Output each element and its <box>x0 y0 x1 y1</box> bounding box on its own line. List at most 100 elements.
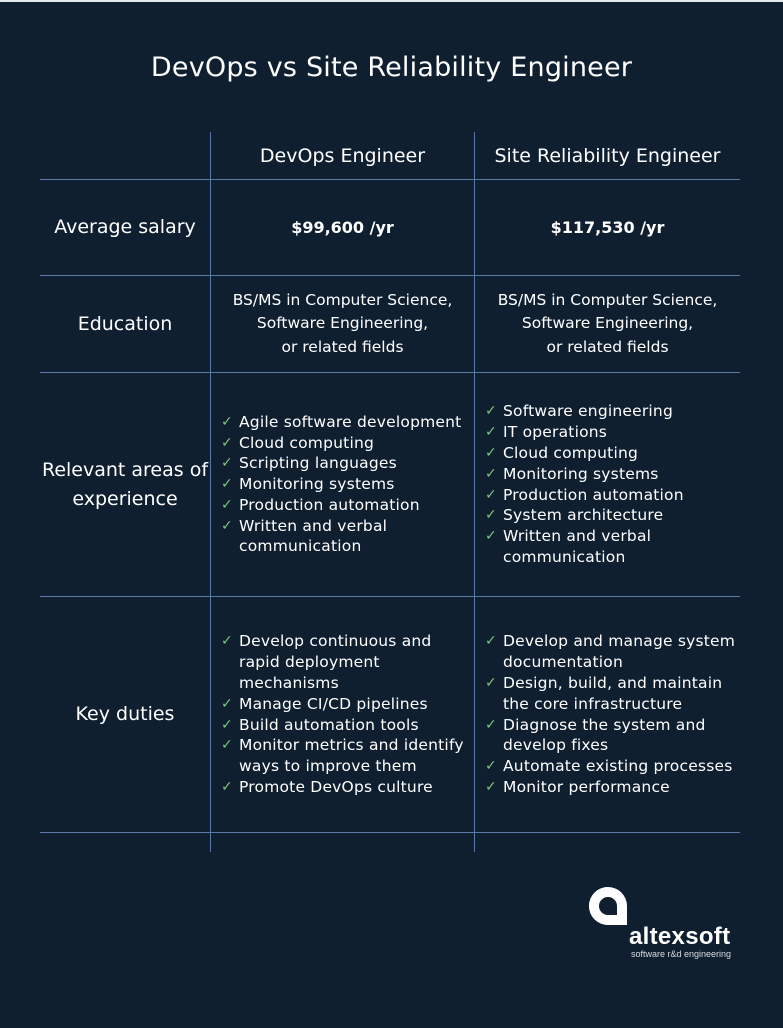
checklist-item-text: Cloud computing <box>503 443 639 462</box>
checklist-item-text: Monitoring systems <box>503 464 659 483</box>
check-icon: ✓ <box>221 434 233 451</box>
check-icon: ✓ <box>485 633 497 650</box>
checklist-item: ✓ Monitor metrics and identify ways to im… <box>221 735 466 777</box>
column-divider <box>474 132 475 852</box>
education-sre: BS/MS in Computer Science, Software Engi… <box>475 276 740 372</box>
check-icon: ✓ <box>221 413 233 430</box>
row-divider <box>40 832 740 833</box>
check-icon: ✓ <box>485 424 497 441</box>
checklist: ✓ Software engineering ✓ IT operations ✓ Clou… <box>485 401 735 567</box>
checklist-item: ✓ Software engineering <box>485 401 735 422</box>
checklist-item: ✓ Cloud computing <box>221 433 466 454</box>
checklist-item-text: Develop and manage system documentation <box>503 632 736 672</box>
page-title: DevOps vs Site Reliability Engineer <box>150 52 633 83</box>
checklist-item-text: System architecture <box>503 506 664 525</box>
checklist-item: ✓ IT operations <box>485 422 735 443</box>
checklist-item: ✓ Written and verbal communication <box>221 516 466 558</box>
check-icon: ✓ <box>485 507 497 524</box>
altexsoft-logo-icon <box>589 887 627 925</box>
altexsoft-logo: altexsoft software r&d engineering <box>588 886 748 966</box>
row-label-duties: Key duties <box>75 703 175 725</box>
checklist-item: ✓ Develop continuous and rapid deployment… <box>221 631 466 693</box>
experience-sre: ✓ Software engineering ✓ IT operations ✓ Clou… <box>475 373 740 596</box>
row-divider <box>40 596 740 597</box>
salary-sre: $117,530 /yr <box>550 218 665 237</box>
check-icon: ✓ <box>485 465 497 482</box>
checklist-item: ✓ Monitor performance <box>485 777 737 798</box>
checklist-item-text: Cloud computing <box>239 433 375 452</box>
check-icon: ✓ <box>485 528 497 545</box>
checklist-item: ✓ Promote DevOps culture <box>221 777 466 798</box>
checklist-item-text: Production automation <box>239 495 420 514</box>
checklist-item-text: Agile software development <box>239 412 462 431</box>
row-divider <box>40 372 740 373</box>
check-icon: ✓ <box>485 758 497 775</box>
check-icon: ✓ <box>221 633 233 650</box>
education-line: BS/MS in Computer Science, <box>232 290 453 309</box>
check-icon: ✓ <box>221 517 233 534</box>
check-icon: ✓ <box>485 444 497 461</box>
check-icon: ✓ <box>221 496 233 513</box>
logo-tagline: software r&d engineering <box>631 949 732 959</box>
education-line: or related fields <box>546 337 669 356</box>
check-icon: ✓ <box>485 403 497 420</box>
checklist: ✓ Agile software development ✓ Cloud comput… <box>221 412 466 558</box>
checklist-item-text: Production automation <box>503 485 684 504</box>
check-icon: ✓ <box>221 737 233 754</box>
check-icon: ✓ <box>221 716 233 733</box>
checklist-item: ✓ Diagnose the system and develop fixes <box>485 715 737 757</box>
check-icon: ✓ <box>221 476 233 493</box>
checklist-item: ✓ Monitoring systems <box>485 464 735 485</box>
checklist-item: ✓ Monitoring systems <box>221 474 466 495</box>
checklist: ✓ Develop continuous and rapid deployment… <box>221 631 466 797</box>
checklist-item: ✓ Written and verbal communication <box>485 526 735 568</box>
checklist-item-text: Build automation tools <box>239 715 419 734</box>
row-label-salary: Average salary <box>54 216 196 238</box>
checklist-item-text: Promote DevOps culture <box>239 777 433 796</box>
duties-devops: ✓ Develop continuous and rapid deployment… <box>211 597 474 832</box>
checklist-item: ✓ Design, build, and maintain the core in… <box>485 673 737 715</box>
checklist-item-text: IT operations <box>503 423 608 442</box>
checklist-item: ✓ Develop and manage system documentation <box>485 631 737 673</box>
checklist-item: ✓ Production automation <box>221 495 466 516</box>
checklist-item-text: Develop continuous and rapid deployment … <box>239 632 432 692</box>
checklist-item-text: Written and verbal communication <box>239 516 388 556</box>
logo-name: altexsoft <box>629 923 731 950</box>
checklist-item-text: Diagnose the system and develop fixes <box>503 715 706 755</box>
checklist-item-text: Monitoring systems <box>239 475 395 494</box>
top-rule <box>0 0 783 2</box>
row-divider <box>40 179 740 180</box>
checklist-item-text: Manage CI/CD pipelines <box>239 694 428 713</box>
column-divider <box>210 132 211 852</box>
row-label-experience: Relevant areas of experience <box>41 458 209 510</box>
checklist-item-text: Monitor metrics and identify ways to imp… <box>239 736 464 776</box>
checklist-item: ✓ Agile software development <box>221 412 466 433</box>
education-line: or related fields <box>281 337 404 356</box>
row-label-education: Education <box>77 312 173 335</box>
education-line: BS/MS in Computer Science, <box>497 290 718 309</box>
check-icon: ✓ <box>485 486 497 503</box>
education-devops: BS/MS in Computer Science, Software Engi… <box>211 276 474 372</box>
checklist-item-text: Monitor performance <box>503 777 670 796</box>
checklist-item-text: Design, build, and maintain the core inf… <box>503 673 723 713</box>
check-icon: ✓ <box>485 674 497 691</box>
check-icon: ✓ <box>221 695 233 712</box>
checklist-item: ✓ Build automation tools <box>221 715 466 736</box>
column-header-devops: DevOps Engineer <box>259 144 426 167</box>
checklist-item: ✓ Automate existing processes <box>485 756 737 777</box>
check-icon: ✓ <box>221 455 233 472</box>
checklist-item-text: Scripting languages <box>239 454 397 473</box>
checklist: ✓ Develop and manage system documentation… <box>485 631 737 797</box>
checklist-item-text: Written and verbal communication <box>503 527 652 566</box>
checklist-item: ✓ Manage CI/CD pipelines <box>221 694 466 715</box>
check-icon: ✓ <box>485 716 497 733</box>
education-line: Software Engineering, <box>256 314 429 333</box>
education-line: Software Engineering, <box>521 314 694 333</box>
checklist-item-text: Automate existing processes <box>503 757 733 776</box>
check-icon: ✓ <box>485 778 497 795</box>
checklist-item: ✓ Production automation <box>485 485 735 506</box>
checklist-item: ✓ System architecture <box>485 505 735 526</box>
check-icon: ✓ <box>221 778 233 795</box>
duties-sre: ✓ Develop and manage system documentation… <box>475 597 740 832</box>
